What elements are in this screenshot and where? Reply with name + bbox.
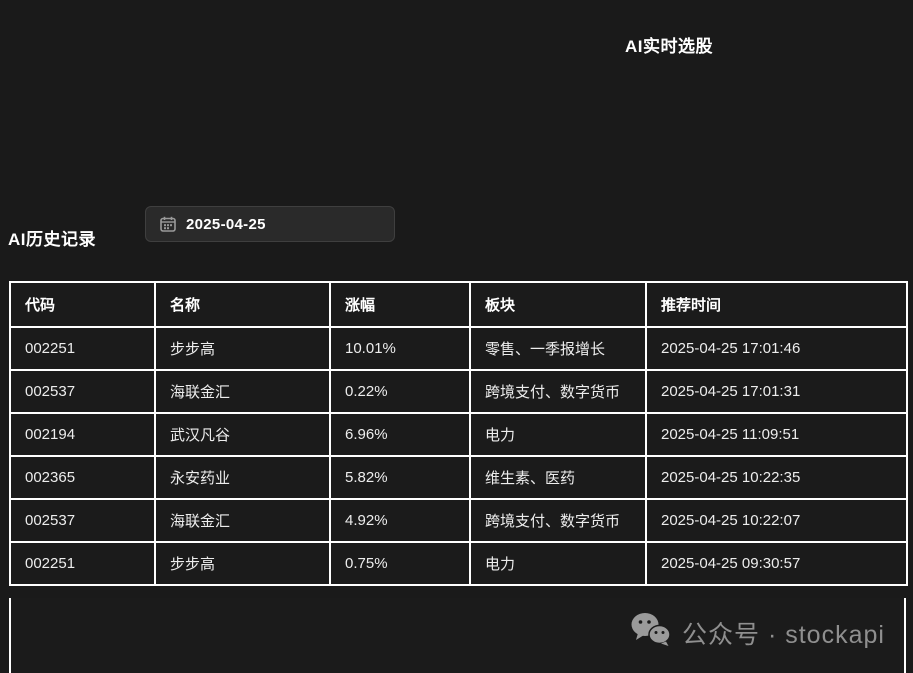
watermark-text: 公众号 · stockapi — [682, 620, 885, 649]
history-table: 代码 名称 涨幅 板块 推荐时间 002251 步步高 10.01% 零售、一季报增长 … — [9, 281, 908, 586]
cell-sector: 电力 — [469, 541, 647, 586]
cell-time: 2025-04-25 10:22:35 — [645, 455, 908, 500]
cell-name: 步步高 — [154, 326, 331, 371]
column-header: 代码 — [9, 281, 156, 328]
cell-sector: 跨境支付、数字货币 — [469, 369, 647, 414]
cell-change: 0.22% — [329, 369, 471, 414]
cell-code: 002537 — [9, 369, 156, 414]
table-header-row: 代码 名称 涨幅 板块 推荐时间 — [9, 281, 908, 328]
cell-code: 002537 — [9, 498, 156, 543]
cell-change: 10.01% — [329, 326, 471, 371]
cell-name: 海联金汇 — [154, 369, 331, 414]
date-picker[interactable]: 2025-04-25 — [145, 206, 395, 242]
cell-name: 武汉凡谷 — [154, 412, 331, 457]
column-header: 涨幅 — [329, 281, 471, 328]
cell-name: 海联金汇 — [154, 498, 331, 543]
cell-sector: 电力 — [469, 412, 647, 457]
column-header: 板块 — [469, 281, 647, 328]
cell-change: 6.96% — [329, 412, 471, 457]
cell-code: 002194 — [9, 412, 156, 457]
wechat-icon — [630, 612, 672, 653]
table-row: 002251 步步高 10.01% 零售、一季报增长 2025-04-25 17… — [9, 326, 908, 371]
cell-change: 0.75% — [329, 541, 471, 586]
cell-sector: 维生素、医药 — [469, 455, 647, 500]
cell-time: 2025-04-25 10:22:07 — [645, 498, 908, 543]
table-row: 002251 步步高 0.75% 电力 2025-04-25 09:30:57 — [9, 541, 908, 586]
cell-name: 步步高 — [154, 541, 331, 586]
cell-sector: 零售、一季报增长 — [469, 326, 647, 371]
column-header: 名称 — [154, 281, 331, 328]
cell-time: 2025-04-25 17:01:46 — [645, 326, 908, 371]
table-extension — [9, 598, 906, 673]
cell-code: 002251 — [9, 326, 156, 371]
cell-change: 5.82% — [329, 455, 471, 500]
table-body: 002251 步步高 10.01% 零售、一季报增长 2025-04-25 17… — [9, 326, 908, 586]
cell-sector: 跨境支付、数字货币 — [469, 498, 647, 543]
cell-code: 002251 — [9, 541, 156, 586]
history-section-title: AI历史记录 — [8, 230, 96, 249]
page-title: AI实时选股 — [625, 37, 713, 56]
column-header: 推荐时间 — [645, 281, 908, 328]
calendar-icon — [160, 216, 176, 232]
date-picker-value: 2025-04-25 — [186, 215, 266, 233]
table-row: 002537 海联金汇 0.22% 跨境支付、数字货币 2025-04-25 1… — [9, 369, 908, 414]
cell-time: 2025-04-25 17:01:31 — [645, 369, 908, 414]
table-row: 002365 永安药业 5.82% 维生素、医药 2025-04-25 10:2… — [9, 455, 908, 500]
cell-code: 002365 — [9, 455, 156, 500]
cell-time: 2025-04-25 11:09:51 — [645, 412, 908, 457]
cell-change: 4.92% — [329, 498, 471, 543]
cell-time: 2025-04-25 09:30:57 — [645, 541, 908, 586]
table-row: 002194 武汉凡谷 6.96% 电力 2025-04-25 11:09:51 — [9, 412, 908, 457]
cell-name: 永安药业 — [154, 455, 331, 500]
watermark: 公众号 · stockapi — [630, 612, 885, 653]
table-row: 002537 海联金汇 4.92% 跨境支付、数字货币 2025-04-25 1… — [9, 498, 908, 543]
